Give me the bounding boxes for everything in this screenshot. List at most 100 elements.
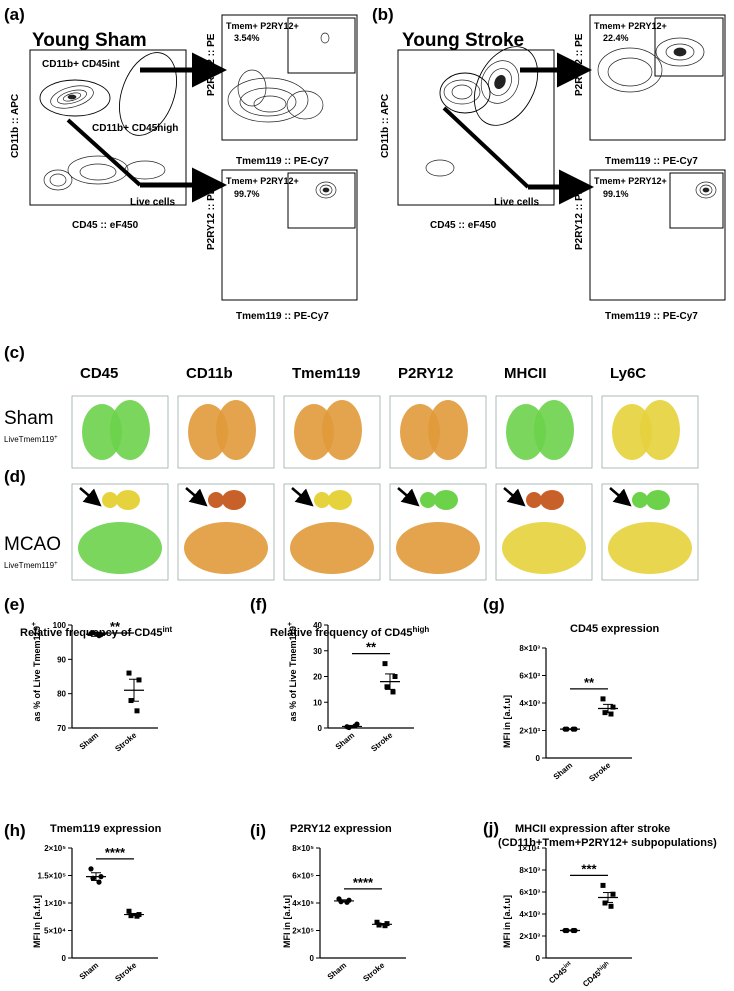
data-point: [134, 913, 140, 919]
y-axis-label: as % of Live Tmem119+: [287, 622, 298, 722]
plot-frame: [221, 169, 358, 301]
panel-cd: (c) (d) Sham LiveTmem119+ MCAO LiveTmem1…: [4, 343, 699, 581]
gate-box: [669, 172, 724, 229]
row-label-sham: Sham: [4, 408, 54, 429]
y-tick-label: 0: [536, 954, 541, 963]
panel-letter: (g): [483, 595, 505, 614]
tsne-cluster: [328, 490, 352, 510]
y-tick-label: 0: [536, 754, 541, 763]
y-tick-label: 1×10⁵: [44, 899, 66, 908]
y-axis-label: P2RY12 :: PE: [206, 187, 217, 250]
y-tick-label: 0: [318, 724, 323, 733]
gate-high-label: CD11b+ CD45high: [92, 123, 178, 134]
marker-label: Ly6C: [610, 365, 646, 382]
y-tick-label: 90: [57, 655, 66, 664]
y-tick-label: 0: [62, 954, 67, 963]
x-tick-label: Stroke: [361, 960, 386, 983]
data-point: [126, 908, 132, 914]
panel-letter: (i): [250, 821, 266, 840]
gate-high: [473, 46, 539, 126]
y-tick-label: 5×10⁴: [44, 927, 66, 936]
y-axis-label: MFI in [a.f.u]: [502, 895, 512, 948]
y-tick-label: 2×10⁵: [292, 927, 314, 936]
arrow-line: [442, 106, 530, 189]
x-tick-label: Stroke: [113, 960, 138, 983]
y-tick-label: 6×10⁵: [292, 872, 314, 881]
significance-label: **: [584, 675, 595, 690]
significance-label: **: [110, 619, 121, 634]
data-point: [382, 923, 388, 929]
marker-label: CD11b: [186, 365, 233, 382]
y-tick-label: 20: [313, 673, 322, 682]
data-point: [374, 919, 380, 925]
contour-blob: [315, 181, 337, 199]
y-axis-label: P2RY12 :: PE: [574, 33, 585, 96]
y-tick-label: 6×10³: [519, 888, 540, 897]
x-axis-label: CD45 :: eF450: [72, 220, 139, 231]
x-axis-label: CD45 :: eF450: [430, 220, 497, 231]
y-tick-label: 4×10³: [519, 910, 540, 919]
arrow: [609, 487, 632, 507]
y-tick-label: 4×10³: [519, 699, 540, 708]
tsne-cluster: [396, 522, 480, 574]
gate-int: [39, 79, 111, 117]
arrow-line: [66, 118, 142, 187]
tsne-cluster: [540, 490, 564, 510]
chart-h: (h) Tmem119 expression MFI in [a.f.u] 0 5×10…: [4, 821, 162, 984]
gate-box: [287, 172, 356, 229]
x-tick-label: CD45high: [581, 960, 612, 988]
significance-label: ***: [581, 861, 597, 876]
x-tick-label: Stroke: [587, 760, 612, 783]
chart-j: (j) MHCII expression after stroke (CD11b+T…: [483, 819, 717, 989]
plot-frame: [221, 14, 358, 141]
tsne-cluster: [102, 492, 118, 508]
y-tick-label: 8×10⁵: [292, 844, 314, 853]
significance-label: ****: [353, 875, 374, 890]
marker-label: P2RY12: [398, 365, 453, 382]
data-point: [88, 866, 94, 872]
data-point: [390, 689, 396, 695]
panel-b: (b) Young Stroke Live cells CD45 :: eF45…: [372, 5, 726, 322]
y-axis-label: as % of Live Tmem119+: [31, 622, 42, 722]
data-point: [384, 684, 390, 690]
tsne-cluster: [290, 522, 374, 574]
panel-letter: (h): [4, 821, 26, 840]
x-axis-label: Tmem119 :: PE-Cy7: [605, 311, 698, 322]
marker-label: Tmem119: [292, 365, 360, 382]
panel-a-title: Young Sham: [32, 30, 147, 51]
y-axis-label: MFI in [a.f.u]: [282, 895, 292, 948]
x-tick-label: Sham: [552, 761, 574, 782]
y-tick-label: 0: [310, 954, 315, 963]
tsne-cluster: [434, 490, 458, 510]
tsne-cluster: [428, 400, 468, 460]
plot-frame: [29, 49, 187, 206]
significance-label: ****: [105, 845, 126, 860]
data-point: [610, 704, 616, 710]
data-point: [136, 677, 142, 683]
panel-b-title: Young Stroke: [402, 30, 524, 51]
tsne-cluster: [420, 492, 436, 508]
row-label-mcao: MCAO: [4, 534, 61, 555]
y-tick-label: 8×10³: [519, 644, 540, 653]
gate-int: [439, 72, 491, 114]
x-tick-label: Sham: [78, 961, 100, 982]
y-tick-label: 100: [53, 621, 67, 630]
x-tick-label: Sham: [78, 731, 100, 752]
chart-title: Tmem119 expression: [50, 823, 162, 835]
tsne-cluster: [526, 492, 542, 508]
data-point: [600, 882, 606, 888]
tsne-cluster: [314, 492, 330, 508]
panel-d-letter: (d): [4, 467, 26, 486]
panel-letter: (e): [4, 595, 25, 614]
chart-g: (g) CD45 expression MFI in [a.f.u] 0 2×10³ 4×…: [483, 595, 660, 784]
gate-label: Tmem+ P2RY12+: [226, 176, 299, 186]
data-point: [608, 903, 614, 909]
tsne-cluster: [322, 400, 362, 460]
tsne-cluster: [116, 490, 140, 510]
contour-blob: [597, 37, 705, 93]
y-tick-label: 8×10³: [519, 866, 540, 875]
tsne-cluster: [222, 490, 246, 510]
panel-letter: (f): [250, 595, 267, 614]
